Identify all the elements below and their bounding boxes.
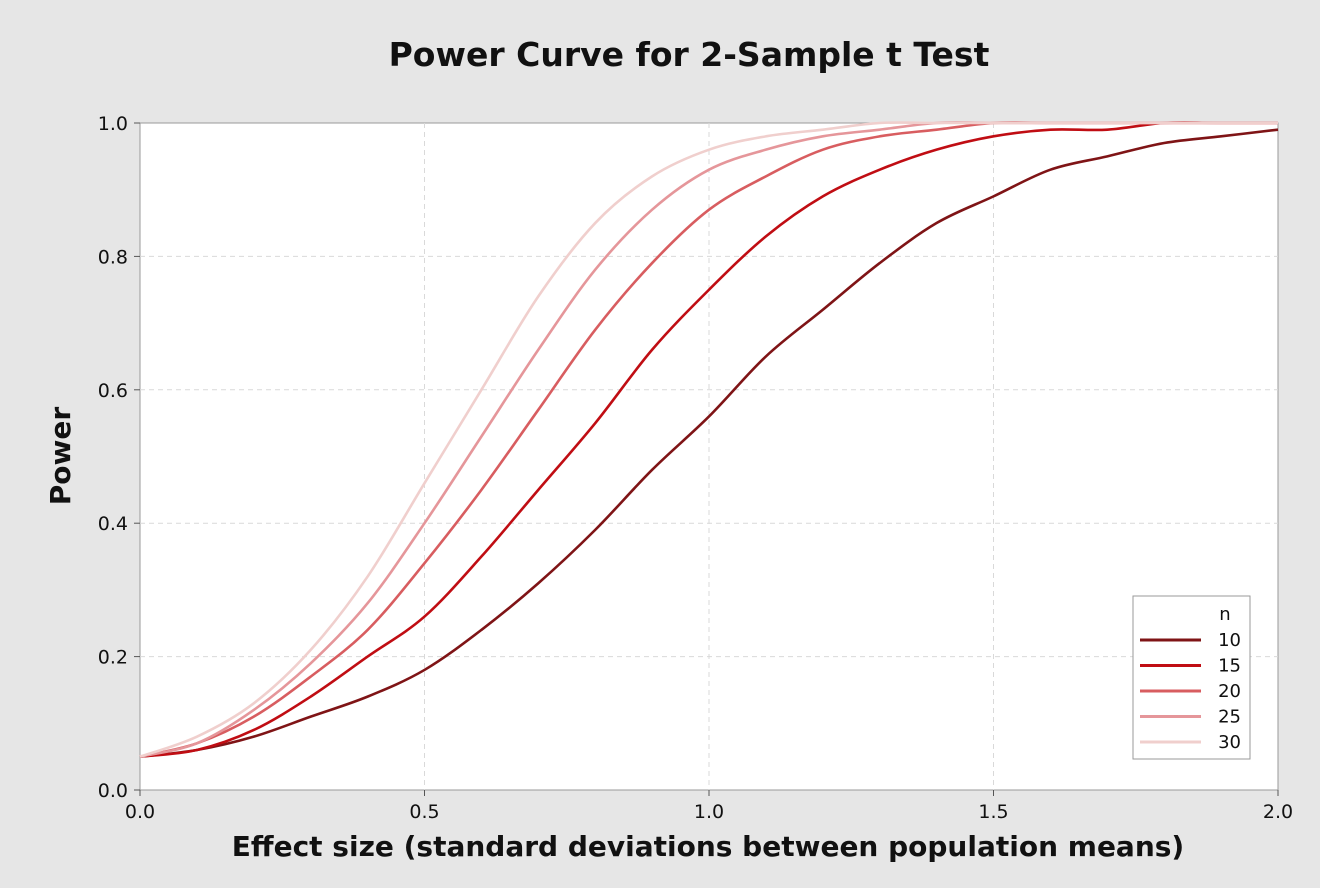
x-tick-label: 0.0 [125,801,155,823]
legend-box [1132,595,1251,760]
series-line-n-15 [139,121,1278,758]
y-tick-label: 0.2 [98,647,128,669]
legend: n 10 15 20 25 30 [1132,595,1251,760]
x-tick-label: 1.5 [978,801,1008,823]
y-tick-label: 0.4 [98,513,128,535]
legend-label-n-30: 30 [1218,732,1241,753]
y-axis-label: Power [44,407,77,506]
legend-label-n-15: 15 [1218,656,1241,677]
chart-title: Power Curve for 2-Sample t Test [389,35,990,74]
series-line-n-10 [139,128,1279,758]
y-tick-label: 0.0 [98,780,128,802]
x-tick-label: 0.5 [409,801,439,823]
y-tick-label: 0.8 [98,246,128,268]
series-lines [139,121,1279,758]
legend-title: n [1219,604,1230,625]
x-tick-label: 2.0 [1263,801,1293,823]
y-tick-label: 0.6 [98,380,128,402]
y-tick-label: 1.0 [98,113,128,135]
x-axis-label: Effect size (standard deviations between… [232,830,1184,863]
axis-ticks: 0.0 0.5 1.0 1.5 2.0 0.0 0.2 0.4 0.6 0.8 1.0 [98,113,1293,823]
series-line-n-30 [139,121,1278,758]
legend-label-n-20: 20 [1218,681,1241,702]
gridlines [140,123,1278,790]
legend-label-n-10: 10 [1218,630,1241,651]
x-tick-label: 1.0 [694,801,724,823]
legend-label-n-25: 25 [1218,707,1241,728]
